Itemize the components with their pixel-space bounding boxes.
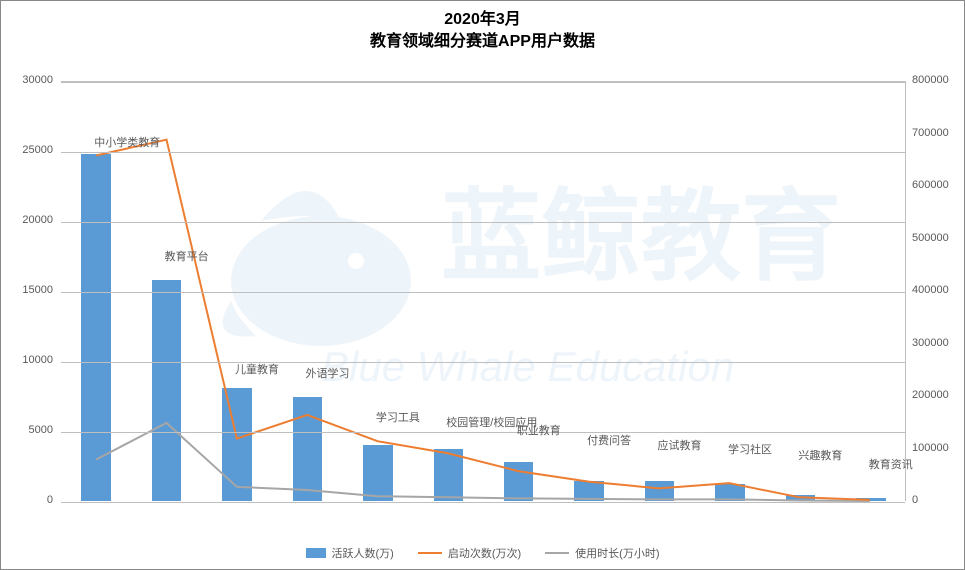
- y-right-tick-label: 200000: [912, 389, 949, 401]
- y-right-tick-label: 0: [912, 494, 918, 506]
- category-label: 职业教育: [517, 422, 561, 438]
- y-right-tick-label: 100000: [912, 442, 949, 454]
- y-left-tick-label: 5000: [1, 424, 53, 436]
- category-label: 学习社区: [728, 441, 772, 457]
- chart-container: 2020年3月 教育领域细分赛道APP用户数据 蓝鲸教育 Blue Whale …: [0, 0, 965, 570]
- y-left-tick-label: 15000: [1, 284, 53, 296]
- gridline: [61, 432, 905, 433]
- category-label: 教育资讯: [869, 456, 913, 472]
- gridline: [61, 82, 905, 83]
- gridline: [61, 222, 905, 223]
- category-label: 应试教育: [658, 437, 702, 453]
- category-label: 中小学类教育: [94, 134, 160, 150]
- title-line-2: 教育领域细分赛道APP用户数据: [1, 31, 964, 53]
- category-label: 兴趣教育: [798, 447, 842, 463]
- legend-swatch-bar: [306, 548, 326, 558]
- y-right-tick-label: 700000: [912, 127, 949, 139]
- gridline: [61, 502, 905, 503]
- category-label: 付费问答: [587, 432, 631, 448]
- y-left-tick-label: 25000: [1, 144, 53, 156]
- y-left-tick-label: 0: [1, 494, 53, 506]
- legend: 活跃人数(万) 启动次数(万次) 使用时长(万小时): [1, 545, 964, 561]
- legend-swatch-line1: [418, 552, 442, 554]
- y-right-tick-label: 400000: [912, 284, 949, 296]
- gridline: [61, 152, 905, 153]
- gridline: [61, 362, 905, 363]
- legend-item-line1: 启动次数(万次): [418, 545, 521, 561]
- y-left-tick-label: 20000: [1, 214, 53, 226]
- category-label: 教育平台: [165, 248, 209, 264]
- y-left-tick-label: 10000: [1, 354, 53, 366]
- y-right-tick-label: 500000: [912, 232, 949, 244]
- y-left-tick-label: 30000: [1, 74, 53, 86]
- legend-item-line2: 使用时长(万小时): [545, 545, 659, 561]
- category-label: 外语学习: [305, 365, 349, 381]
- y-right-tick-label: 800000: [912, 74, 949, 86]
- title-line-1: 2020年3月: [1, 9, 964, 31]
- category-label: 学习工具: [376, 409, 420, 425]
- legend-label-bars: 活跃人数(万): [332, 545, 394, 561]
- y-right-tick-label: 600000: [912, 179, 949, 191]
- plot-area: [61, 81, 906, 501]
- category-label: 儿童教育: [235, 361, 279, 377]
- y-right-tick-label: 300000: [912, 337, 949, 349]
- legend-label-line2: 使用时长(万小时): [575, 545, 659, 561]
- chart-title: 2020年3月 教育领域细分赛道APP用户数据: [1, 1, 964, 52]
- legend-label-line1: 启动次数(万次): [448, 545, 521, 561]
- legend-item-bars: 活跃人数(万): [306, 545, 394, 561]
- gridline: [61, 292, 905, 293]
- legend-swatch-line2: [545, 552, 569, 554]
